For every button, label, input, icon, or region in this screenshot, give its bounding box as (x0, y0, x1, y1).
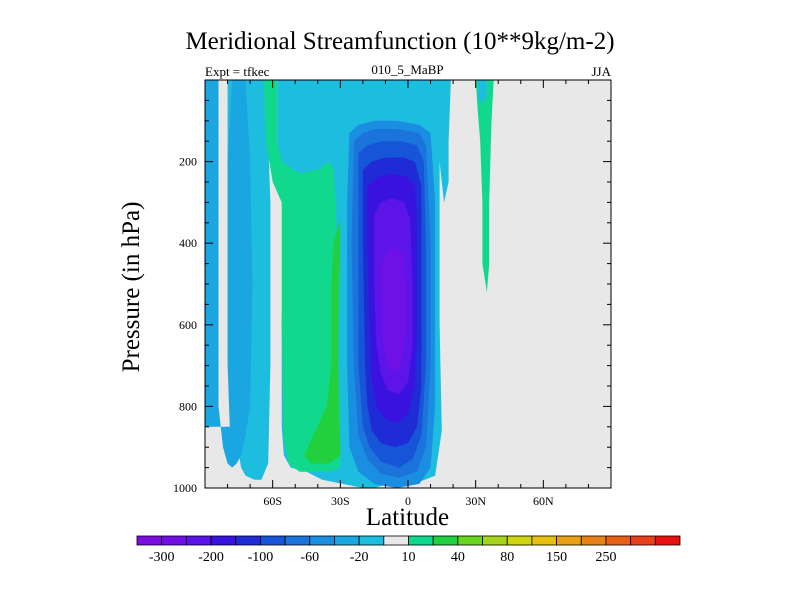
x-tick-label: 0 (405, 494, 411, 508)
contour-region-3 (205, 80, 253, 468)
colorbar-swatch (605, 535, 632, 546)
colorbar-label: 80 (500, 550, 514, 565)
colorbar-swatch (654, 535, 681, 546)
colorbar-swatch (260, 535, 286, 546)
colorbar-swatch (235, 535, 261, 546)
axis-ticks: 60S 30S 0 30N 60N 200 400 600 800 1000 (173, 79, 612, 508)
y-tick-label: 1000 (173, 481, 197, 495)
contour-fills (205, 80, 494, 489)
experiment-label: Expt = tfkec (205, 64, 270, 79)
colorbar-swatch (531, 535, 557, 546)
colorbar-swatch (383, 535, 409, 546)
y-tick-label: 200 (179, 155, 197, 169)
x-tick-label: 60N (533, 494, 554, 508)
colorbar-label: 250 (595, 550, 616, 565)
season-label: JJA (591, 64, 611, 79)
colorbar-swatch (136, 535, 163, 546)
colorbar-swatch (210, 535, 237, 546)
colorbar-swatch (457, 535, 483, 546)
colorbar-swatch (580, 535, 607, 546)
colorbar-label: 150 (546, 550, 567, 565)
colorbar-swatch (556, 535, 582, 546)
x-tick-label: 60S (263, 494, 282, 508)
colorbar-swatch (506, 535, 533, 546)
colorbar-swatch (334, 535, 360, 546)
contour-region-10 (380, 247, 406, 374)
colorbar-swatch (630, 535, 656, 546)
colorbar-label: 40 (451, 550, 465, 565)
contour-region-13 (477, 80, 487, 105)
colorbar-label: -200 (198, 550, 224, 565)
period-label: 010_5_MaBP (371, 62, 444, 77)
x-tick-label: 30N (465, 494, 486, 508)
colorbar-swatch (482, 535, 508, 546)
contour-region-1 (263, 80, 341, 472)
colorbar-swatch (432, 535, 459, 546)
contour-region-12 (475, 80, 494, 293)
colorbar-label: -20 (350, 550, 369, 565)
x-axis-label: Latitude (365, 504, 450, 531)
colorbar-swatch (309, 535, 335, 546)
colorbar: -300 -200 -100 -60 -20 10 40 80 150 250 (136, 535, 681, 565)
colorbar-swatch (358, 535, 385, 546)
colorbar-swatch (161, 535, 187, 546)
colorbar-swatch (284, 535, 311, 546)
y-tick-label: 600 (179, 318, 197, 332)
y-tick-label: 400 (179, 236, 197, 250)
x-tick-label: 30S (331, 494, 350, 508)
chart-title: Meridional Streamfunction (10**9kg/m-2) (185, 28, 615, 55)
colorbar-swatch (408, 535, 434, 546)
contour-region-11 (435, 80, 451, 203)
colorbar-label: 10 (402, 550, 416, 565)
y-tick-label: 800 (179, 399, 197, 413)
colorbar-label: -60 (300, 550, 319, 565)
colorbar-label: -300 (149, 550, 175, 565)
colorbar-label: -100 (248, 550, 274, 565)
contour-region-2 (304, 218, 341, 464)
colorbar-swatch (185, 535, 212, 546)
